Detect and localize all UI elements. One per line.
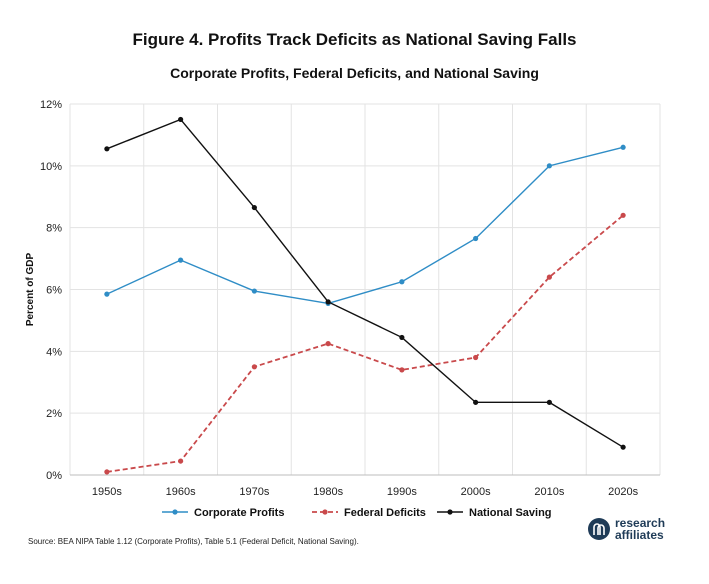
data-point: [251, 364, 257, 370]
y-tick-label: 10%: [40, 161, 62, 173]
legend-label: Corporate Profits: [194, 507, 284, 519]
data-point: [325, 341, 331, 347]
research-affiliates-logo: research affiliates: [588, 517, 665, 541]
y-tick-label: 6%: [46, 285, 62, 297]
legend-swatch-marker: [172, 509, 178, 515]
data-point: [178, 257, 184, 263]
y-tick-label: 4%: [46, 346, 62, 358]
x-tick-label: 2000s: [461, 486, 491, 498]
chart-axes: 0% 2% 4% 6% 8% 10% 12% 1950s 1960s 1970s 1980s 1990…: [25, 99, 660, 498]
x-tick-label: 1970s: [239, 486, 269, 498]
data-point: [104, 469, 110, 475]
source-note: Source: BEA NIPA Table 1.12 (Corporate P…: [28, 537, 359, 546]
y-tick-label: 8%: [46, 223, 62, 235]
legend-swatch-marker: [447, 509, 453, 515]
research-affiliates-logo-icon: [588, 518, 610, 540]
data-point: [399, 367, 405, 373]
data-point: [620, 144, 626, 150]
x-tick-label: 1950s: [92, 486, 122, 498]
y-tick-label: 12%: [40, 99, 62, 111]
x-tick-label: 1980s: [313, 486, 343, 498]
data-point: [620, 212, 626, 218]
y-tick-label: 2%: [46, 408, 62, 420]
x-tick-label: 1990s: [387, 486, 417, 498]
data-point: [473, 235, 479, 242]
chart-series-layer: [104, 116, 626, 475]
x-tick-label: 2020s: [608, 486, 638, 498]
data-point: [399, 279, 405, 285]
y-axis-label: Percent of GDP: [25, 253, 36, 327]
data-point: [251, 288, 257, 294]
data-point: [178, 116, 184, 123]
legend-swatch-marker: [322, 509, 328, 515]
data-point: [546, 399, 552, 405]
data-point: [546, 274, 552, 280]
data-point: [104, 146, 110, 152]
data-point: [251, 204, 257, 211]
x-tick-label: 2010s: [534, 486, 564, 498]
legend-label: National Saving: [469, 507, 552, 519]
logo-text-line2: affiliates: [615, 528, 664, 542]
data-point: [620, 444, 626, 450]
legend-item: National Saving: [437, 507, 552, 519]
figure-title: Figure 4. Profits Track Deficits as Nati…: [132, 30, 577, 49]
legend-item: Corporate Profits: [162, 507, 284, 519]
data-point: [178, 458, 184, 464]
logo-text-line1: research: [615, 516, 666, 530]
x-tick-label: 1960s: [166, 486, 196, 498]
y-tick-label: 0%: [46, 470, 62, 482]
series-line-1: [106, 214, 624, 473]
chart-grid: [69, 103, 661, 476]
data-point: [399, 334, 405, 341]
series-line-2: [106, 118, 624, 448]
data-point: [104, 291, 110, 297]
data-point: [473, 399, 479, 405]
legend-item: Federal Deficits: [312, 507, 426, 519]
series-line-0: [106, 146, 624, 305]
data-point: [546, 163, 552, 169]
data-point: [325, 299, 331, 305]
chart-subtitle: Corporate Profits, Federal Deficits, and…: [170, 65, 539, 81]
data-point: [473, 354, 479, 361]
chart-legend: Corporate Profits Federal Deficits Nationa…: [162, 507, 552, 519]
legend-label: Federal Deficits: [344, 507, 426, 519]
